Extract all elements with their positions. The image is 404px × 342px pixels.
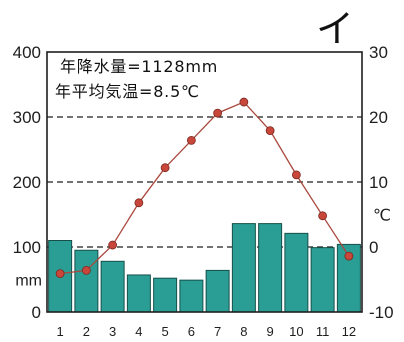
- temp-line: [60, 101, 350, 275]
- month-axis-labels: 1 2 3 4 5 6 7 8 9 10 11 12: [57, 324, 357, 339]
- temp-point-3: [108, 240, 118, 250]
- right-axis-unit: ℃: [373, 208, 391, 225]
- temp-point-5: [160, 163, 170, 173]
- temp-point-2: [81, 265, 91, 275]
- month-label-1: 1: [57, 324, 64, 339]
- precip-bar-8: [231, 223, 256, 313]
- temp-point-11: [318, 211, 328, 221]
- precip-bar-10: [284, 232, 309, 313]
- left-tick-label-400: 400: [13, 43, 41, 62]
- temp-point-9: [265, 126, 275, 136]
- precip-bars: [48, 223, 361, 313]
- right-tick-label-20: 20: [369, 108, 388, 127]
- precip-bar-5: [153, 277, 178, 313]
- temp-point-7: [213, 108, 223, 118]
- left-tick-label-200: 200: [13, 173, 41, 192]
- right-axis-labels: -10 0 10 20 30 ℃: [369, 43, 394, 322]
- temp-point-12: [344, 251, 354, 261]
- month-label-4: 4: [135, 324, 142, 339]
- month-label-5: 5: [162, 324, 169, 339]
- temp-series: [55, 97, 354, 279]
- right-tick-label-0: 0: [369, 238, 378, 257]
- plot-frame: [46, 51, 363, 313]
- annual-mean-temperature-note: 年平均気温=8.5℃: [55, 82, 200, 101]
- precip-bar-9: [258, 223, 283, 313]
- month-label-6: 6: [188, 324, 195, 339]
- temp-point-1: [55, 269, 65, 279]
- precip-bar-6: [179, 279, 204, 313]
- temp-point-10: [291, 170, 301, 180]
- right-tick-label-10: 10: [369, 173, 388, 192]
- month-label-11: 11: [316, 324, 330, 339]
- precip-bar-3: [100, 260, 125, 313]
- month-label-8: 8: [240, 324, 247, 339]
- left-axis-labels: 0 100 200 300 400 mm: [13, 43, 42, 322]
- precip-bar-4: [126, 274, 151, 313]
- month-label-3: 3: [109, 324, 116, 339]
- temp-point-8: [239, 97, 249, 107]
- left-tick-label-100: 100: [13, 238, 41, 257]
- left-tick-label-300: 300: [13, 108, 41, 127]
- right-tick-label-30: 30: [369, 43, 388, 62]
- temp-point-4: [134, 198, 144, 208]
- left-axis-unit: mm: [15, 273, 42, 290]
- month-label-10: 10: [289, 324, 303, 339]
- precip-bar-7: [205, 269, 230, 313]
- annual-precipitation-note: 年降水量=1128mm: [60, 57, 218, 76]
- month-label-9: 9: [267, 324, 274, 339]
- month-label-2: 2: [83, 324, 90, 339]
- precip-bar-11: [310, 247, 335, 313]
- precip-bar-2: [74, 249, 99, 313]
- panel-label: イ: [316, 7, 354, 51]
- right-tick-label--10: -10: [369, 303, 394, 322]
- left-tick-label-0: 0: [32, 303, 41, 322]
- temp-point-6: [186, 135, 196, 145]
- gridlines: [47, 116, 362, 248]
- month-label-7: 7: [214, 324, 221, 339]
- month-label-12: 12: [342, 324, 356, 339]
